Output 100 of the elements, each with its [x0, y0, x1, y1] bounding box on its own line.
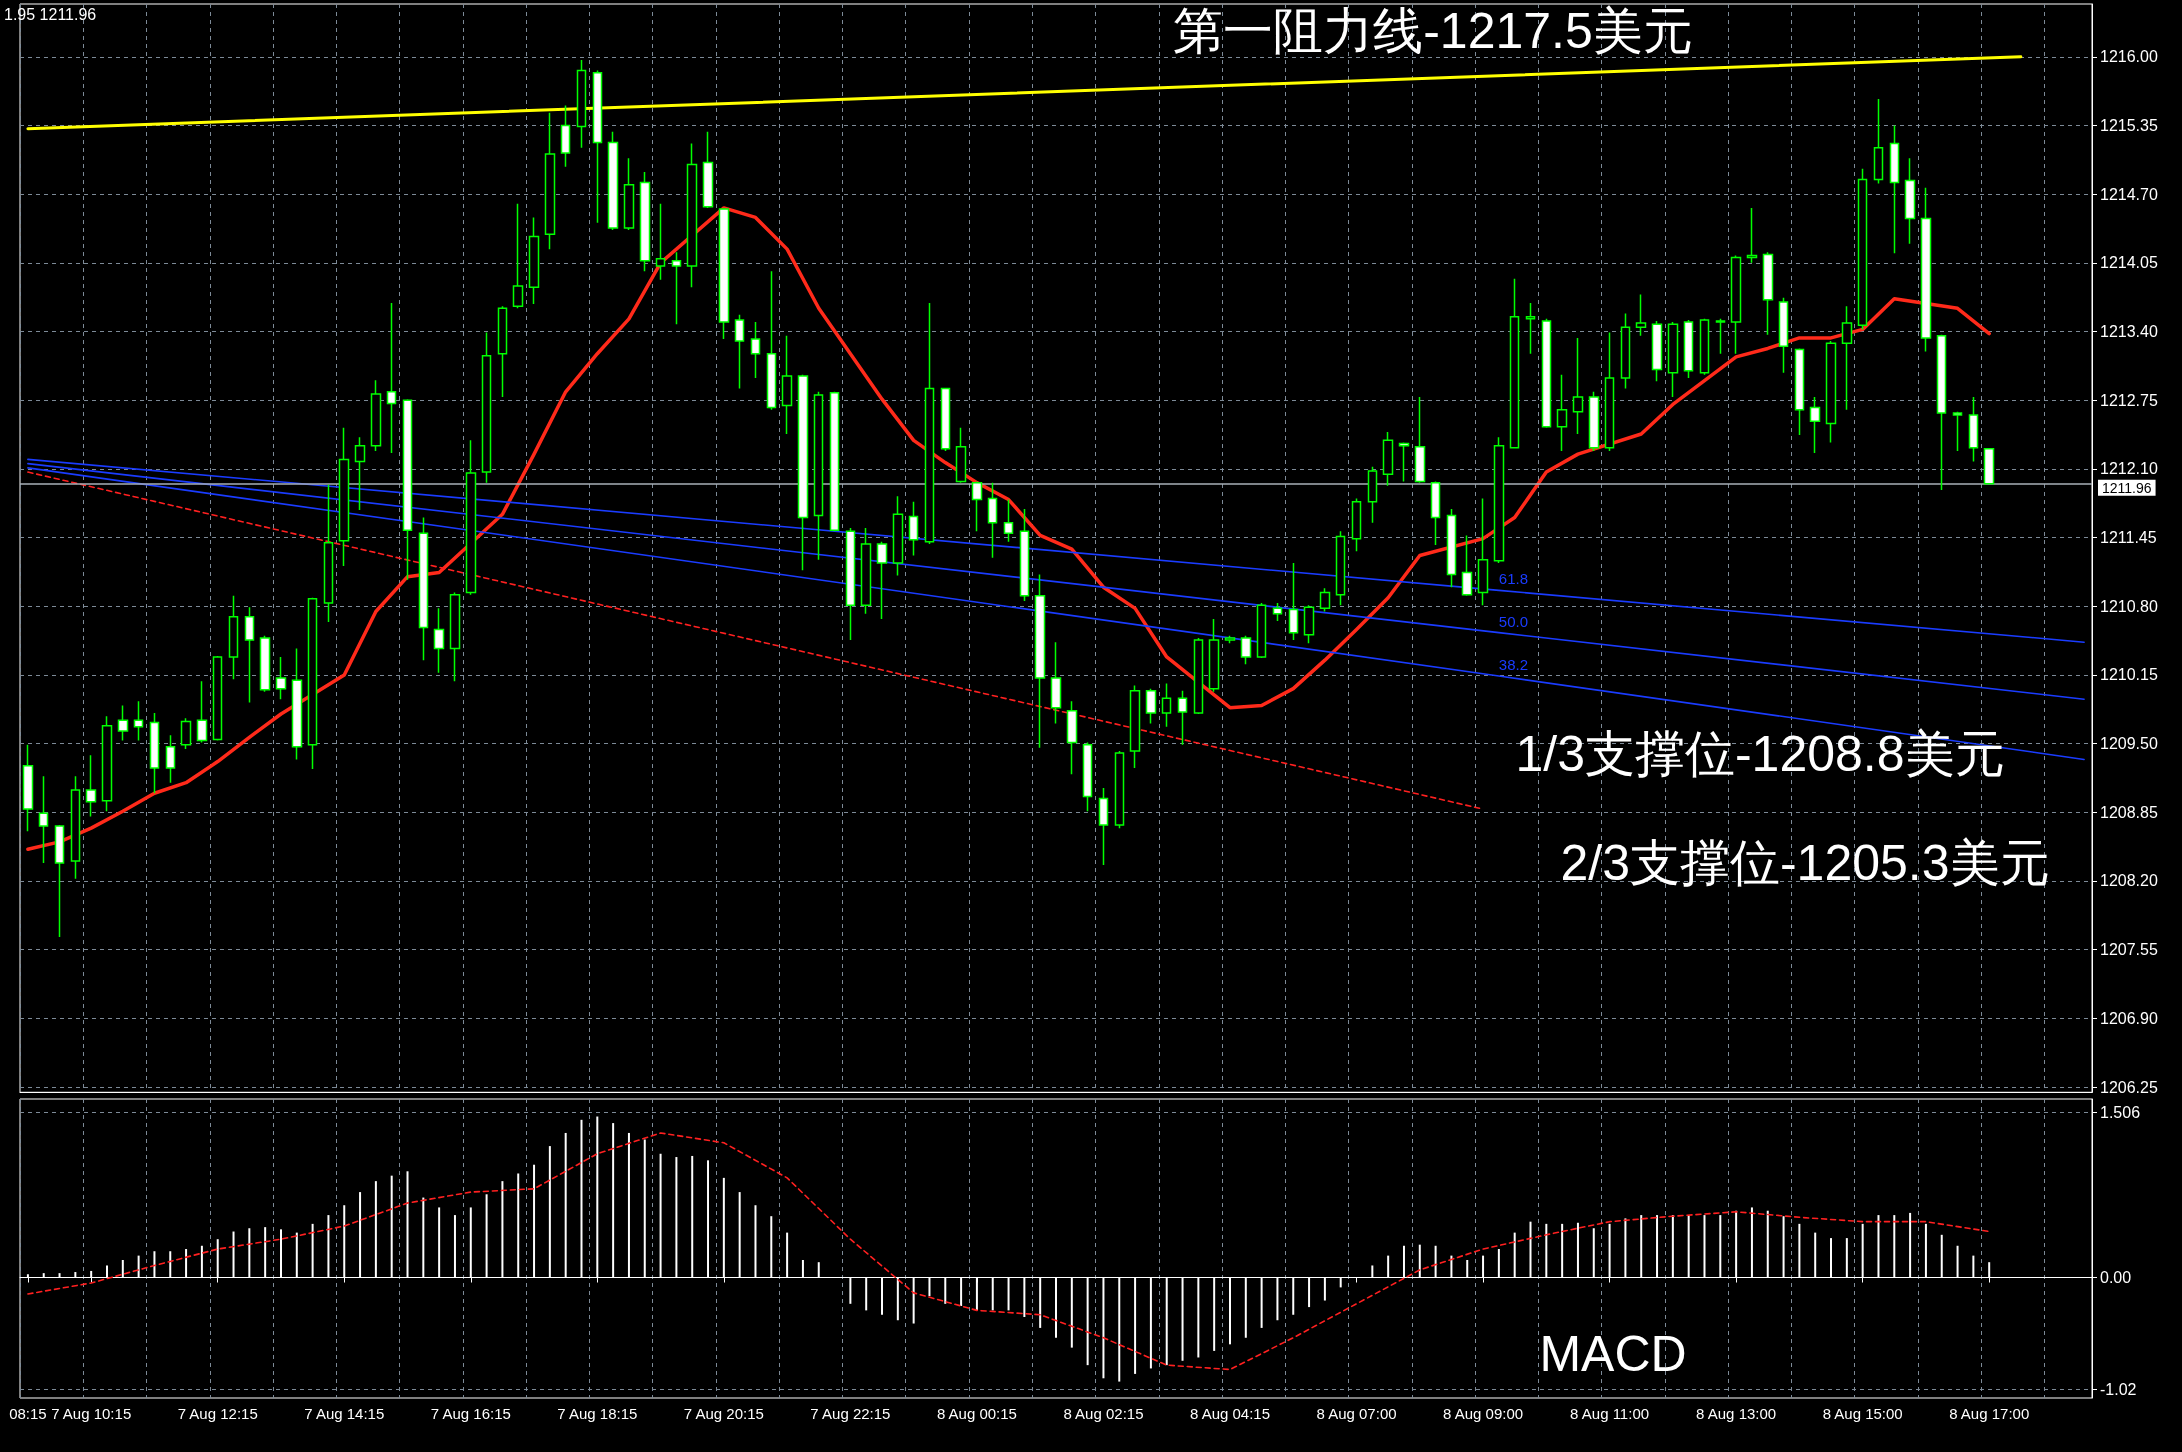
y-tick-label: 1210.80	[2100, 597, 2158, 615]
annotation: MACD	[1539, 1326, 1687, 1382]
candlestick	[512, 202, 524, 310]
candlestick	[1034, 573, 1046, 749]
candlestick	[291, 647, 303, 761]
candlestick	[718, 207, 730, 340]
x-tick-label: 7 Aug 16:15	[430, 1405, 511, 1422]
x-tick-label: 8 Aug 02:15	[1063, 1405, 1144, 1422]
candlestick	[402, 398, 413, 581]
candlestick	[1066, 700, 1078, 775]
candlestick	[955, 426, 967, 484]
candlestick	[1936, 333, 1947, 491]
candlestick	[1762, 251, 1774, 336]
candlestick	[544, 112, 556, 250]
candlestick	[307, 597, 318, 770]
candlestick	[623, 157, 635, 231]
candlestick	[813, 391, 824, 561]
candlestick	[1335, 530, 1346, 606]
candlestick	[1493, 436, 1505, 564]
candlestick	[639, 171, 651, 273]
candlestick	[1809, 396, 1821, 454]
series-label: 61.8	[1498, 570, 1529, 588]
candlestick	[22, 743, 34, 833]
candlestick	[1161, 682, 1172, 728]
candlestick	[1446, 508, 1457, 588]
x-tick-label: 8 Aug 11:00	[1570, 1405, 1650, 1422]
candlestick	[1193, 637, 1204, 715]
x-tick-label: 8 Aug 04:15	[1189, 1405, 1271, 1422]
x-tick-label: 8 Aug 15:00	[1822, 1405, 1903, 1422]
annotation: 第一阻力线-1217.5美元	[1173, 3, 1693, 59]
series-label: 50.0	[1498, 612, 1529, 630]
candlestick	[528, 216, 540, 305]
candlestick	[196, 680, 208, 744]
candlestick	[1889, 124, 1900, 255]
candlestick	[275, 656, 287, 700]
x-tick-label: 7 Aug 10:15	[51, 1405, 132, 1422]
x-tick-label: 7 Aug 22:15	[810, 1405, 891, 1422]
candlestick	[655, 202, 666, 281]
x-tick-label: 8 Aug 13:00	[1696, 1405, 1777, 1422]
candlestick	[433, 607, 445, 674]
candlestick	[607, 131, 619, 231]
candlestick	[1098, 787, 1109, 866]
candlestick	[101, 715, 113, 812]
candlestick	[1635, 293, 1647, 337]
candlestick	[734, 313, 745, 390]
candlestick	[1367, 466, 1378, 524]
candlestick	[1430, 480, 1441, 546]
candlestick	[876, 541, 888, 620]
y-tick-label: 1209.50	[2100, 735, 2158, 753]
candlestick	[829, 391, 840, 532]
candlestick	[686, 142, 698, 288]
candlestick	[1050, 641, 1062, 725]
candlestick	[1667, 321, 1679, 398]
x-tick-label: 8 Aug 17:00	[1949, 1405, 2030, 1422]
line-series	[27, 1132, 1990, 1371]
x-tick-label: 7 Aug 20:15	[683, 1405, 764, 1422]
candlestick	[576, 59, 587, 149]
x-tick-label: 8 Aug 09:00	[1443, 1405, 1524, 1422]
candlestick	[908, 500, 919, 557]
candlestick	[418, 516, 429, 661]
y-tick-label: 0.00	[2100, 1269, 2132, 1287]
y-tick-label: 1216.00	[2100, 48, 2158, 66]
candlestick	[702, 131, 714, 209]
y-tick-label: 1208.20	[2100, 872, 2158, 890]
candlestick	[1525, 302, 1536, 355]
candlestick	[671, 251, 682, 325]
candlestick	[1509, 277, 1520, 449]
candlestick	[1857, 168, 1868, 331]
candlestick	[1129, 684, 1141, 769]
candlestick	[766, 270, 777, 411]
candlestick	[797, 374, 809, 572]
candlestick	[1683, 319, 1694, 379]
y-tick-label: 1206.25	[2100, 1078, 2158, 1096]
candlestick	[386, 302, 397, 454]
y-tick-label: 1215.35	[2100, 117, 2158, 135]
candlestick	[212, 655, 223, 742]
annotation: 2/3支撑位-1205.3美元	[1560, 835, 2050, 891]
candlestick	[860, 527, 872, 615]
candlestick	[1604, 331, 1615, 452]
candlestick	[1414, 396, 1426, 484]
candlestick	[449, 591, 461, 683]
candlestick	[971, 480, 983, 532]
candlestick	[1556, 374, 1568, 452]
candlestick	[1177, 690, 1188, 746]
candlestick	[1351, 497, 1362, 553]
candlestick	[323, 484, 334, 623]
x-tick-label: 7 Aug 14:15	[304, 1405, 385, 1422]
y-tick-label: 1210.15	[2100, 666, 2158, 684]
candlestick	[924, 302, 935, 545]
candlestick	[1920, 187, 1932, 353]
candlestick	[1715, 318, 1726, 355]
candlestick	[1730, 254, 1742, 355]
candlestick	[481, 331, 492, 484]
candlestick	[1968, 396, 1979, 463]
candlestick	[338, 426, 350, 567]
candlestick	[1288, 562, 1299, 641]
candlestick	[1256, 602, 1267, 659]
candlestick	[1699, 318, 1710, 376]
candlestick	[1003, 498, 1014, 543]
x-tick-label: 7 Aug 18:15	[557, 1405, 638, 1422]
